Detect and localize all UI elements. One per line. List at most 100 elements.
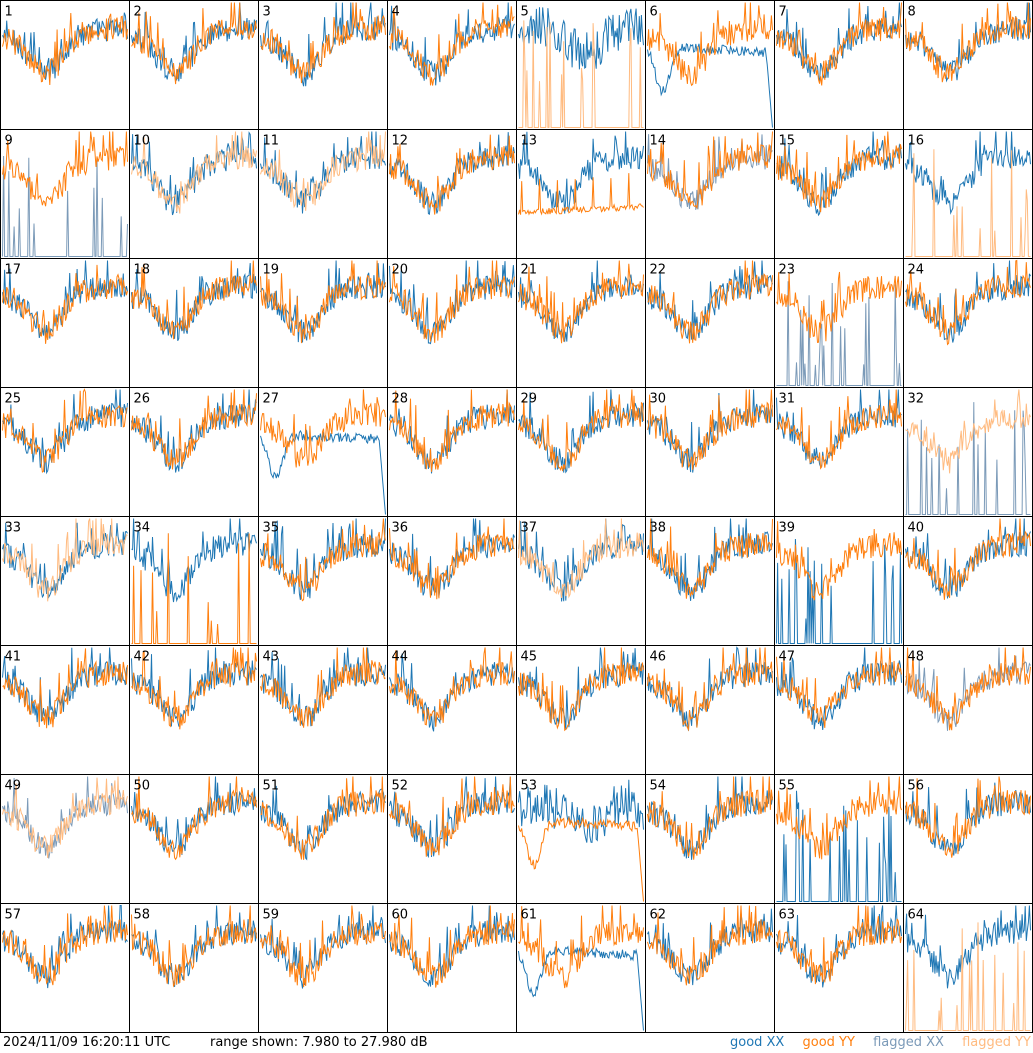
panel-label: 56 — [908, 779, 925, 794]
series-yy-good — [776, 2, 902, 86]
panel-2: 2 — [129, 0, 259, 130]
panel-label: 58 — [134, 908, 151, 923]
series-yy-flagged — [518, 518, 644, 599]
panel-label: 38 — [650, 521, 667, 536]
panel-39: 39 — [774, 516, 904, 646]
panel-25: 25 — [0, 387, 130, 517]
timestamp: 2024/11/09 16:20:11 UTC — [3, 1035, 171, 1050]
panel-27: 27 — [258, 387, 388, 517]
series-xx-good — [131, 131, 257, 216]
panel-label: 50 — [134, 779, 151, 794]
series-yy-good — [260, 905, 386, 988]
series-xx-good — [389, 389, 515, 474]
panel-label: 29 — [521, 392, 538, 407]
panel-54: 54 — [645, 774, 775, 904]
panel-label: 47 — [779, 650, 796, 665]
panel-frame — [516, 258, 646, 388]
panel-47: 47 — [774, 645, 904, 775]
series-xx-good — [260, 518, 386, 600]
panel-label: 28 — [392, 392, 409, 407]
series-xx-good — [518, 7, 644, 70]
series-xx-good — [905, 518, 1031, 600]
series-yy-good — [2, 648, 128, 729]
series-yy-good — [647, 905, 773, 986]
series-yy-good — [518, 647, 644, 732]
series-yy-good — [776, 389, 902, 470]
legend-flagged-xx: flagged XX — [873, 1035, 944, 1050]
series-xx-flagged — [905, 402, 1031, 515]
panel-label: 25 — [5, 392, 22, 407]
panel-frame — [129, 516, 259, 646]
series-xx-good — [905, 131, 1031, 215]
series-xx-good — [905, 260, 1031, 343]
panel-label: 57 — [5, 908, 22, 923]
panel-frame — [387, 387, 517, 517]
panel-label: 37 — [521, 521, 538, 536]
series-yy-good — [389, 260, 515, 343]
series-xx-good — [260, 429, 386, 515]
panel-label: 7 — [779, 5, 787, 20]
series-xx-good — [776, 790, 902, 902]
panel-label: 31 — [779, 392, 796, 407]
panel-frame — [903, 258, 1033, 388]
panel-label: 20 — [392, 263, 409, 278]
series-yy-good — [2, 388, 128, 473]
series-yy-good — [131, 647, 257, 730]
panel-label: 16 — [908, 134, 925, 149]
panel-label: 23 — [779, 263, 796, 278]
panel-31: 31 — [774, 387, 904, 517]
panel-36: 36 — [387, 516, 517, 646]
series-yy-good — [260, 518, 386, 602]
series-yy-good — [647, 776, 773, 860]
panel-label: 40 — [908, 521, 925, 536]
panel-55: 55 — [774, 774, 904, 904]
panel-frame — [0, 774, 130, 904]
panel-label: 36 — [392, 521, 409, 536]
panel-label: 52 — [392, 779, 409, 794]
panel-label: 17 — [5, 263, 22, 278]
panel-label: 11 — [263, 134, 280, 149]
series-yy-good — [260, 2, 386, 84]
series-yy-good — [905, 518, 1031, 600]
panel-60: 60 — [387, 903, 517, 1033]
panel-label: 59 — [263, 908, 280, 923]
panel-label: 35 — [263, 521, 280, 536]
panel-label: 33 — [5, 521, 22, 536]
panel-30: 30 — [645, 387, 775, 517]
series-yy-good — [389, 776, 515, 857]
panel-label: 9 — [5, 134, 13, 149]
panel-label: 51 — [263, 779, 280, 794]
panel-57: 57 — [0, 903, 130, 1033]
series-xx-good — [647, 646, 773, 731]
panel-45: 45 — [516, 645, 646, 775]
panel-51: 51 — [258, 774, 388, 904]
series-yy-good — [260, 647, 386, 728]
panel-label: 45 — [521, 650, 538, 665]
panel-label: 10 — [134, 134, 151, 149]
series-yy-flagged — [260, 131, 386, 211]
panel-38: 38 — [645, 516, 775, 646]
panel-label: 8 — [908, 5, 916, 20]
panel-13: 13 — [516, 129, 646, 259]
panel-label: 64 — [908, 908, 925, 923]
series-yy-flagged — [518, 20, 644, 128]
series-xx-good — [647, 518, 773, 601]
panel-label: 14 — [650, 134, 667, 149]
series-xx-good — [2, 389, 128, 475]
panel-frame — [258, 387, 388, 517]
panel-label: 30 — [650, 392, 667, 407]
series-yy-good — [389, 134, 515, 215]
panel-label: 5 — [521, 5, 529, 20]
series-yy-good — [131, 905, 257, 988]
series-yy-good — [647, 518, 773, 599]
panel-61: 61 — [516, 903, 646, 1033]
panel-48: 48 — [903, 645, 1033, 775]
series-yy-good — [776, 905, 902, 985]
panel-5: 5 — [516, 0, 646, 130]
panel-29: 29 — [516, 387, 646, 517]
panel-label: 62 — [650, 908, 667, 923]
legend: good XX good YY flagged XX flagged YY — [716, 1035, 1031, 1050]
panel-label: 22 — [650, 263, 667, 278]
panel-12: 12 — [387, 129, 517, 259]
